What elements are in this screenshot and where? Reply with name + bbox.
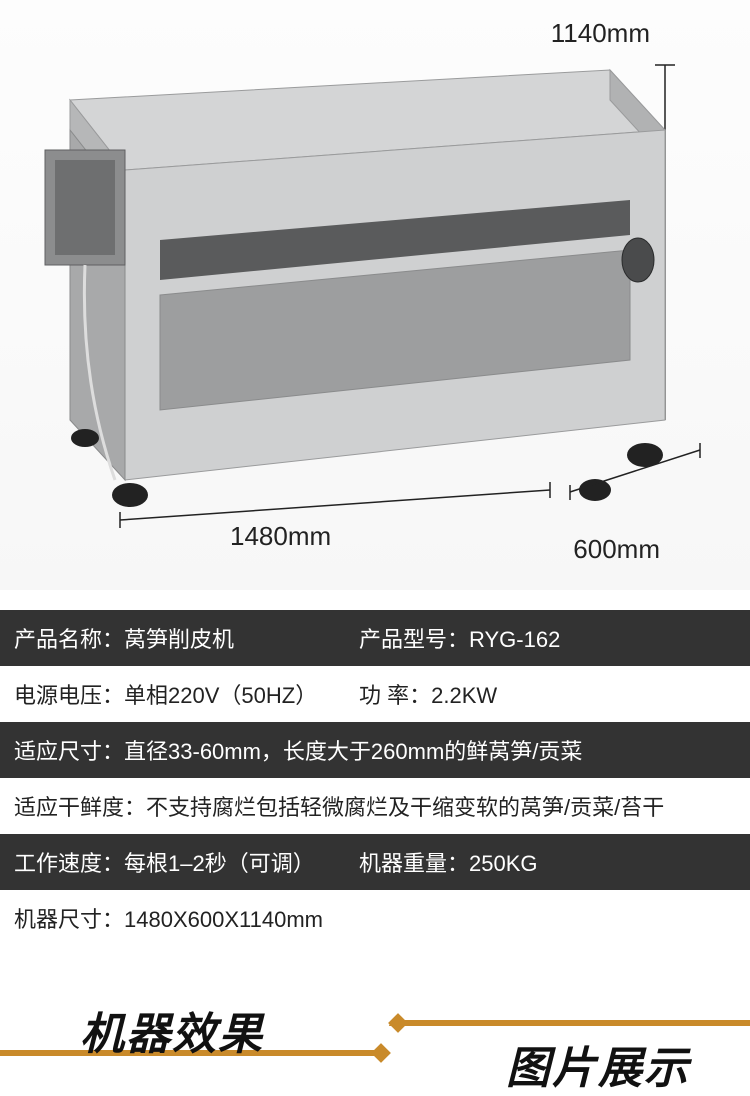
dim-depth-label: 600mm [573,534,660,565]
fitsize-value: 直径33-60mm，长度大于260mm的鲜莴笋/贡菜 [124,739,582,764]
spec-row-fitsize: 适应尺寸：直径33-60mm，长度大于260mm的鲜莴笋/贡菜 [0,722,750,778]
name-label: 产品名称： [14,627,124,652]
banner-diamond-icon [388,1013,408,1033]
banner-title-left: 机器效果 [80,998,264,1062]
name-value: 莴笋削皮机 [124,627,234,652]
spec-row-name-model: 产品名称：莴笋削皮机 产品型号：RYG-162 [0,610,750,666]
spec-row-voltage-power: 电源电压：单相220V（50HZ） 功 率：2.2KW [0,666,750,722]
dim-width-label: 1480mm [230,521,331,552]
banner-title-right: 图片展示 [506,1032,690,1096]
power-label: 功 率： [359,683,431,708]
voltage-label: 电源电压： [14,683,124,708]
spec-row-size: 机器尺寸：1480X600X1140mm [0,890,750,946]
voltage-value: 单相220V（50HZ） [124,683,317,708]
model-label: 产品型号： [359,627,469,652]
spec-row-speed-weight: 工作速度：每根1–2秒（可调） 机器重量：250KG [0,834,750,890]
weight-label: 机器重量： [359,851,469,876]
spec-row-freshness: 适应干鲜度：不支持腐烂包括轻微腐烂及干缩变软的莴笋/贡菜/苔干 [0,778,750,834]
dim-height-label: 1140mm [551,18,650,49]
size-value: 1480X600X1140mm [124,907,323,932]
section-banner: 机器效果 图片展示 [0,976,750,1096]
model-value: RYG-162 [469,627,560,652]
product-diagram: 1140mm 1480mm 600m [0,0,750,590]
fresh-value: 不支持腐烂包括轻微腐烂及干缩变软的莴笋/贡菜/苔干 [146,795,664,820]
banner-stripe-right [389,1020,750,1026]
weight-value: 250KG [469,851,538,876]
machine-illustration [30,60,720,560]
power-value: 2.2KW [431,683,497,708]
speed-label: 工作速度： [14,851,124,876]
speed-value: 每根1–2秒（可调） [124,851,315,876]
fresh-label: 适应干鲜度： [14,795,146,820]
size-label: 机器尺寸： [14,907,124,932]
fitsize-label: 适应尺寸： [14,739,124,764]
spec-table: 产品名称：莴笋削皮机 产品型号：RYG-162 电源电压：单相220V（50HZ… [0,610,750,946]
